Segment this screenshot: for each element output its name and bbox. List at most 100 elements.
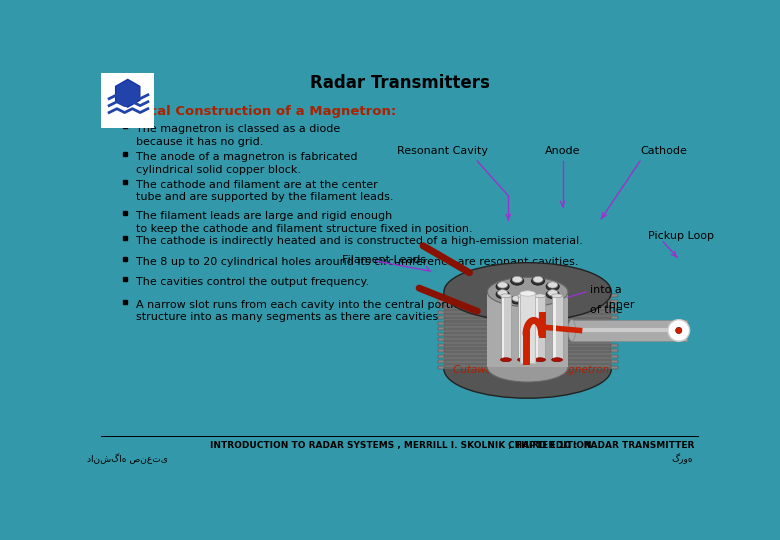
Ellipse shape bbox=[501, 294, 512, 298]
Bar bbox=[438, 343, 444, 347]
Text: Resonant Cavity: Resonant Cavity bbox=[397, 146, 488, 156]
Ellipse shape bbox=[498, 282, 508, 288]
Bar bbox=[488, 292, 568, 367]
Text: The magnetron is classed as a diode
because it has no grid.: The magnetron is classed as a diode beca… bbox=[136, 124, 341, 147]
Ellipse shape bbox=[568, 320, 576, 341]
Bar bbox=[438, 327, 444, 330]
Text: دانشگاه صنعتی: دانشگاه صنعتی bbox=[87, 454, 168, 464]
Bar bbox=[444, 292, 612, 294]
Bar bbox=[444, 315, 612, 316]
Bar bbox=[444, 353, 612, 355]
Text: Filament Leads: Filament Leads bbox=[342, 255, 426, 265]
Ellipse shape bbox=[498, 289, 508, 296]
Text: INTRODUCTION TO RADAR SYSTEMS , MERRILL I. SKOLNIK , THIRD EDITION: INTRODUCTION TO RADAR SYSTEMS , MERRILL … bbox=[210, 442, 591, 450]
Text: The filament leads are large and rigid enough
to keep the cathode and filament s: The filament leads are large and rigid e… bbox=[136, 211, 473, 234]
Bar bbox=[551, 296, 562, 360]
Bar bbox=[444, 326, 612, 328]
Bar bbox=[612, 355, 618, 358]
Text: into a: into a bbox=[590, 285, 622, 295]
Bar bbox=[553, 296, 555, 360]
Bar bbox=[518, 296, 528, 360]
Bar bbox=[612, 294, 618, 298]
Ellipse shape bbox=[533, 276, 543, 282]
Bar bbox=[444, 342, 612, 343]
Text: of the: of the bbox=[590, 305, 622, 315]
Bar bbox=[444, 300, 612, 301]
Bar bbox=[101, 72, 154, 128]
Ellipse shape bbox=[512, 295, 523, 301]
Bar bbox=[444, 292, 612, 369]
Circle shape bbox=[675, 327, 682, 334]
Text: Physical Construction of a Magnetron:: Physical Construction of a Magnetron: bbox=[109, 105, 396, 118]
Text: The anode of a magnetron is fabricated
cylindrical solid copper block.: The anode of a magnetron is fabricated c… bbox=[136, 152, 358, 174]
Bar bbox=[534, 296, 545, 360]
Bar bbox=[612, 349, 618, 353]
Bar bbox=[438, 366, 444, 369]
Bar bbox=[536, 296, 538, 360]
Text: A narrow slot runs from each cavity into the central portion of the tube dividin: A narrow slot runs from each cavity into… bbox=[136, 300, 635, 322]
Text: Anode: Anode bbox=[544, 146, 580, 156]
Ellipse shape bbox=[548, 282, 558, 288]
Bar bbox=[519, 296, 521, 360]
Bar bbox=[501, 296, 512, 360]
Ellipse shape bbox=[551, 294, 562, 298]
Bar bbox=[612, 338, 618, 341]
Bar bbox=[438, 316, 444, 320]
Ellipse shape bbox=[548, 289, 558, 296]
Ellipse shape bbox=[518, 358, 528, 362]
Ellipse shape bbox=[496, 290, 509, 299]
Ellipse shape bbox=[511, 276, 524, 285]
Bar bbox=[438, 310, 444, 314]
Bar bbox=[438, 322, 444, 325]
Ellipse shape bbox=[531, 276, 544, 285]
Bar bbox=[612, 327, 618, 330]
Bar bbox=[444, 346, 612, 347]
Bar bbox=[438, 294, 444, 298]
Bar bbox=[438, 305, 444, 308]
Text: گروه: گروه bbox=[672, 454, 693, 464]
Ellipse shape bbox=[444, 340, 612, 398]
Ellipse shape bbox=[511, 295, 524, 304]
Bar bbox=[444, 334, 612, 336]
Bar bbox=[444, 322, 612, 325]
Ellipse shape bbox=[518, 294, 528, 298]
Bar bbox=[438, 349, 444, 353]
Ellipse shape bbox=[534, 358, 545, 362]
Bar bbox=[444, 295, 612, 298]
Bar bbox=[444, 311, 612, 313]
Bar bbox=[444, 365, 612, 367]
Bar bbox=[612, 360, 618, 363]
Bar bbox=[438, 355, 444, 358]
Bar bbox=[438, 360, 444, 363]
Ellipse shape bbox=[546, 282, 559, 291]
Bar bbox=[438, 338, 444, 341]
Ellipse shape bbox=[531, 295, 544, 304]
Ellipse shape bbox=[512, 276, 523, 282]
Bar bbox=[444, 319, 612, 320]
Text: The cathode and filament are at the center
tube and are supported by the filamen: The cathode and filament are at the cent… bbox=[136, 179, 394, 202]
Ellipse shape bbox=[501, 358, 512, 362]
Text: Pickup Loop: Pickup Loop bbox=[647, 231, 714, 241]
Ellipse shape bbox=[534, 294, 545, 298]
Bar bbox=[444, 357, 612, 359]
Bar bbox=[612, 322, 618, 325]
Bar bbox=[612, 366, 618, 369]
Text: CHAPTER 10 :  RADAR TRANSMITTER: CHAPTER 10 : RADAR TRANSMITTER bbox=[509, 442, 695, 450]
Circle shape bbox=[668, 320, 690, 341]
Bar bbox=[444, 349, 612, 351]
Ellipse shape bbox=[488, 278, 568, 307]
Bar bbox=[444, 307, 612, 309]
Bar bbox=[444, 330, 612, 332]
Text: Cathode: Cathode bbox=[640, 146, 687, 156]
Ellipse shape bbox=[520, 291, 535, 296]
Ellipse shape bbox=[488, 353, 568, 382]
Ellipse shape bbox=[496, 282, 509, 291]
Text: The 8 up to 20 cylindrical holes around its circumference are resonant cavities.: The 8 up to 20 cylindrical holes around … bbox=[136, 256, 579, 267]
Bar bbox=[612, 333, 618, 336]
Text: The cavities control the output frequency.: The cavities control the output frequenc… bbox=[136, 276, 370, 287]
Bar bbox=[520, 294, 535, 363]
Bar bbox=[438, 333, 444, 336]
Ellipse shape bbox=[551, 358, 562, 362]
Bar bbox=[572, 320, 686, 341]
Bar bbox=[612, 316, 618, 320]
